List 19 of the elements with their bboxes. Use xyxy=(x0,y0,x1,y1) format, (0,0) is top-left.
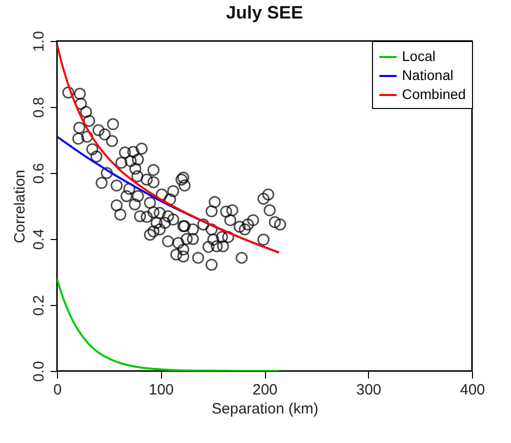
legend-label: Combined xyxy=(402,86,466,102)
y-tick-label: 0.2 xyxy=(30,295,48,316)
x-tick-label: 200 xyxy=(252,382,278,398)
y-axis-title: Correlation xyxy=(12,170,28,244)
y-tick-label: 0.8 xyxy=(30,97,48,118)
y-tick-label: 0.6 xyxy=(30,163,48,184)
line-series xyxy=(57,278,280,371)
y-tick-label: 0.4 xyxy=(30,229,48,250)
x-axis-title: Separation (km) xyxy=(212,400,318,418)
y-tick-label: 1.0 xyxy=(30,31,48,52)
x-tick-label: 400 xyxy=(460,382,486,398)
x-tick-label: 300 xyxy=(356,382,382,398)
x-tick-label: 0 xyxy=(53,382,62,398)
chart-title: July SEE xyxy=(226,2,304,23)
legend-label: National xyxy=(402,67,454,83)
line-series xyxy=(57,43,280,254)
legend-label: Local xyxy=(402,48,436,64)
y-tick-label: 0.0 xyxy=(30,361,48,382)
x-tick-label: 100 xyxy=(148,382,174,398)
